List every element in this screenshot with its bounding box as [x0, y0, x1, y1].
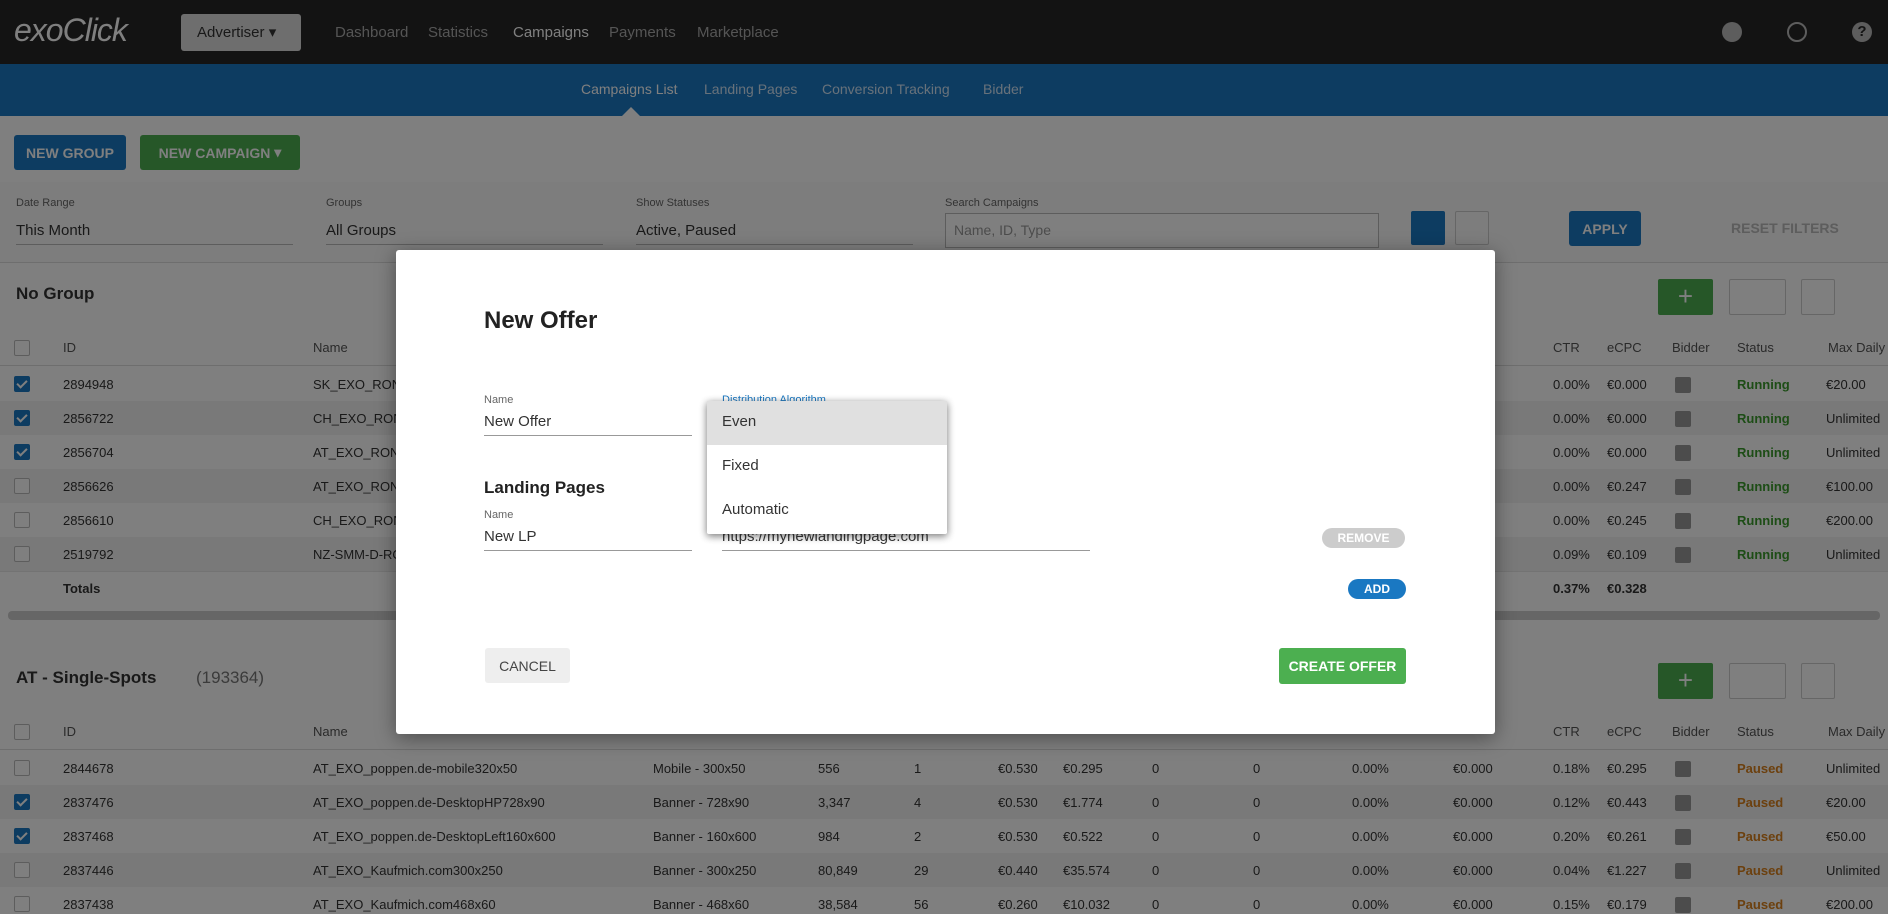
- create-offer-button[interactable]: CREATE OFFER: [1279, 648, 1406, 684]
- remove-button[interactable]: REMOVE: [1322, 528, 1405, 548]
- lp-name-input[interactable]: New LP: [484, 528, 692, 551]
- modal-title: New Offer: [484, 307, 598, 334]
- algorithm-option[interactable]: Fixed: [707, 445, 947, 489]
- algorithm-option[interactable]: Automatic: [707, 489, 947, 533]
- algorithm-option[interactable]: Even: [707, 401, 947, 445]
- name-input[interactable]: New Offer: [484, 413, 692, 436]
- lp-name-label: Name: [484, 509, 514, 521]
- name-label: Name: [484, 394, 514, 406]
- add-button[interactable]: ADD: [1348, 579, 1406, 599]
- landing-pages-title: Landing Pages: [484, 478, 605, 497]
- cancel-button[interactable]: CANCEL: [485, 648, 570, 683]
